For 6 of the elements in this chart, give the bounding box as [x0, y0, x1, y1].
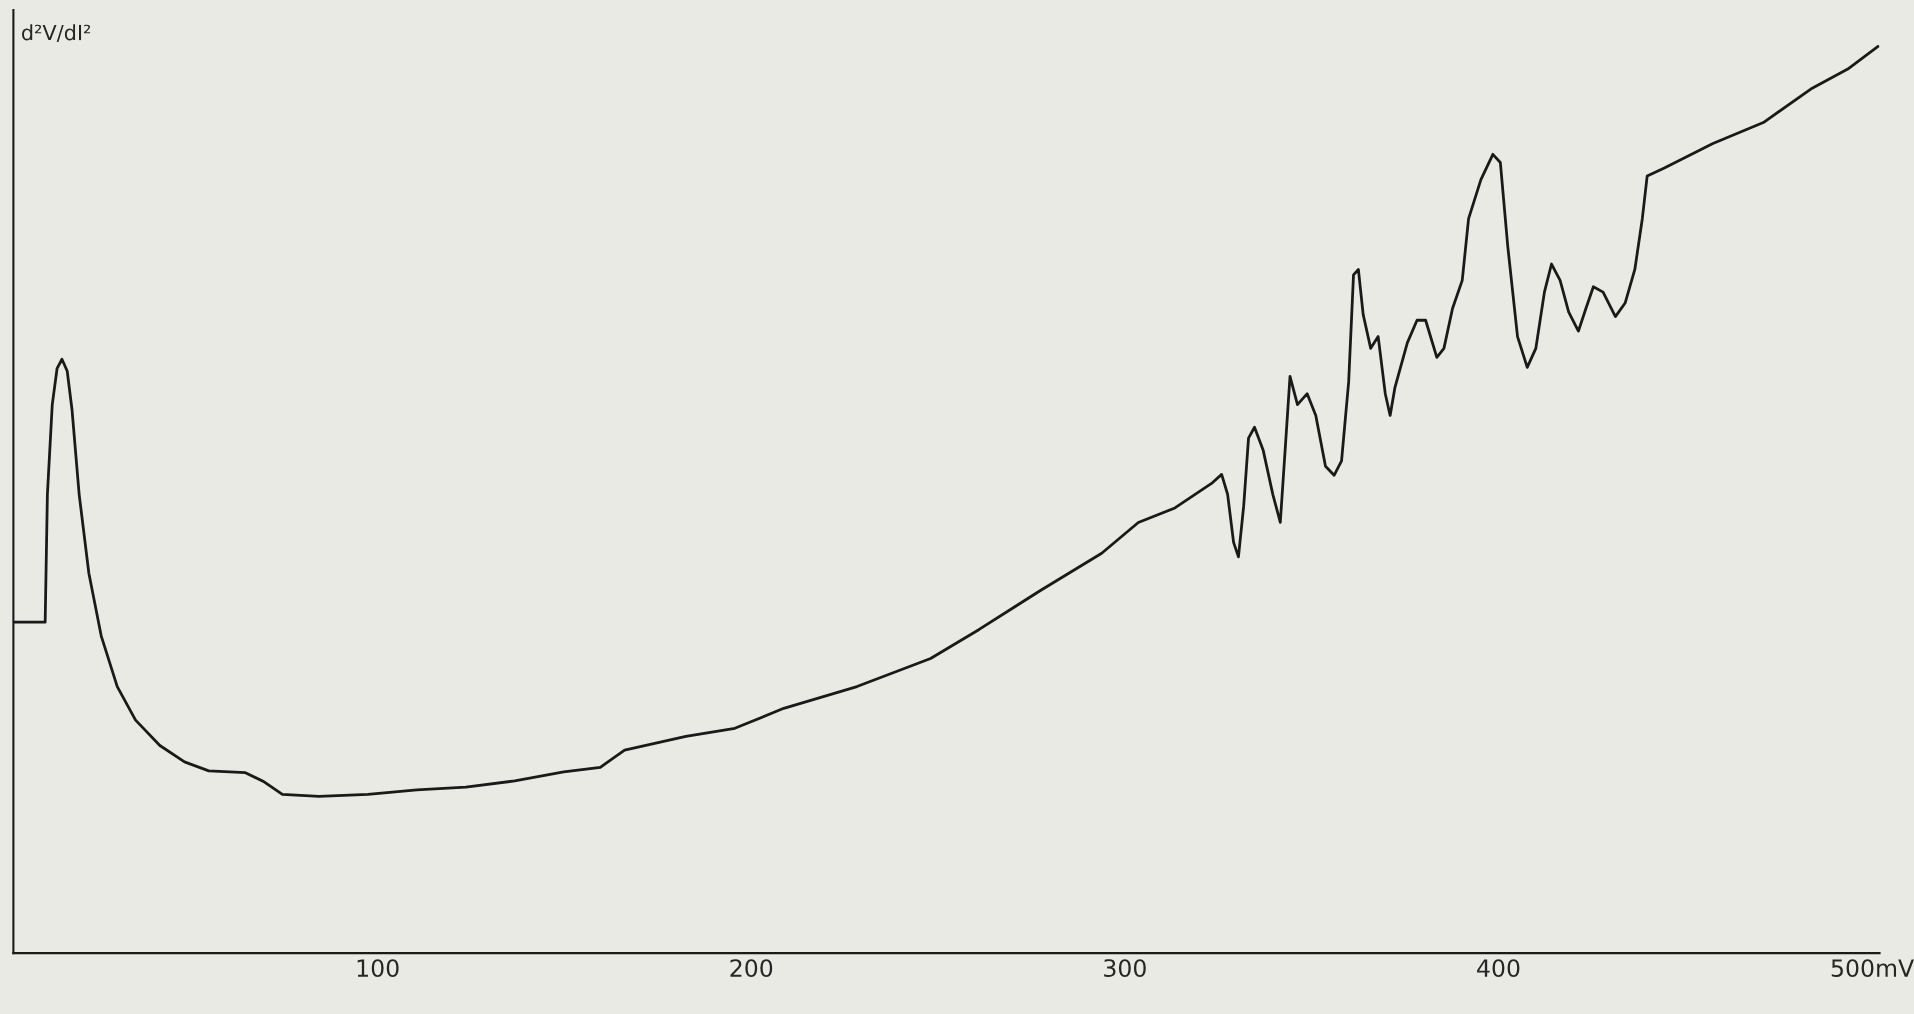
x-tick-label: 100: [357, 959, 399, 977]
y-axis-title: d²V/dI²: [22, 24, 91, 43]
x-tick-label: 300: [1104, 959, 1146, 977]
x-tick-label: 200: [730, 959, 773, 977]
x-tick-label: 500mV: [1831, 959, 1914, 977]
x-tick-label: 400: [1477, 959, 1520, 977]
